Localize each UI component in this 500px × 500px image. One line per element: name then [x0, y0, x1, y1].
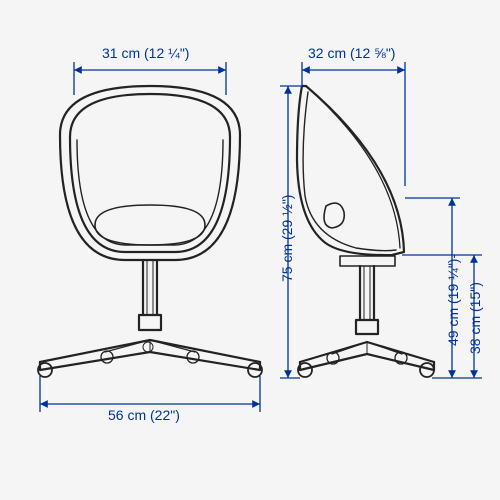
label-seat-height-max: 49 cm (19 ¼")- — [446, 254, 461, 346]
label-base-width: 56 cm (22") — [108, 408, 180, 423]
front-view — [38, 86, 262, 377]
label-back-depth: 32 cm (12 ⅝") — [308, 46, 395, 61]
drawing-svg — [0, 0, 500, 500]
label-seat-width: 31 cm (12 ¼") — [102, 46, 189, 61]
dimension-diagram: 31 cm (12 ¼") 56 cm (22") 32 cm (12 ⅝") … — [0, 0, 500, 500]
front-dimensions — [40, 62, 260, 412]
label-seat-height-min: 38 cm (15") — [468, 282, 483, 354]
label-total-height: 75 cm (29 ½") — [280, 195, 295, 282]
side-view — [297, 86, 434, 377]
